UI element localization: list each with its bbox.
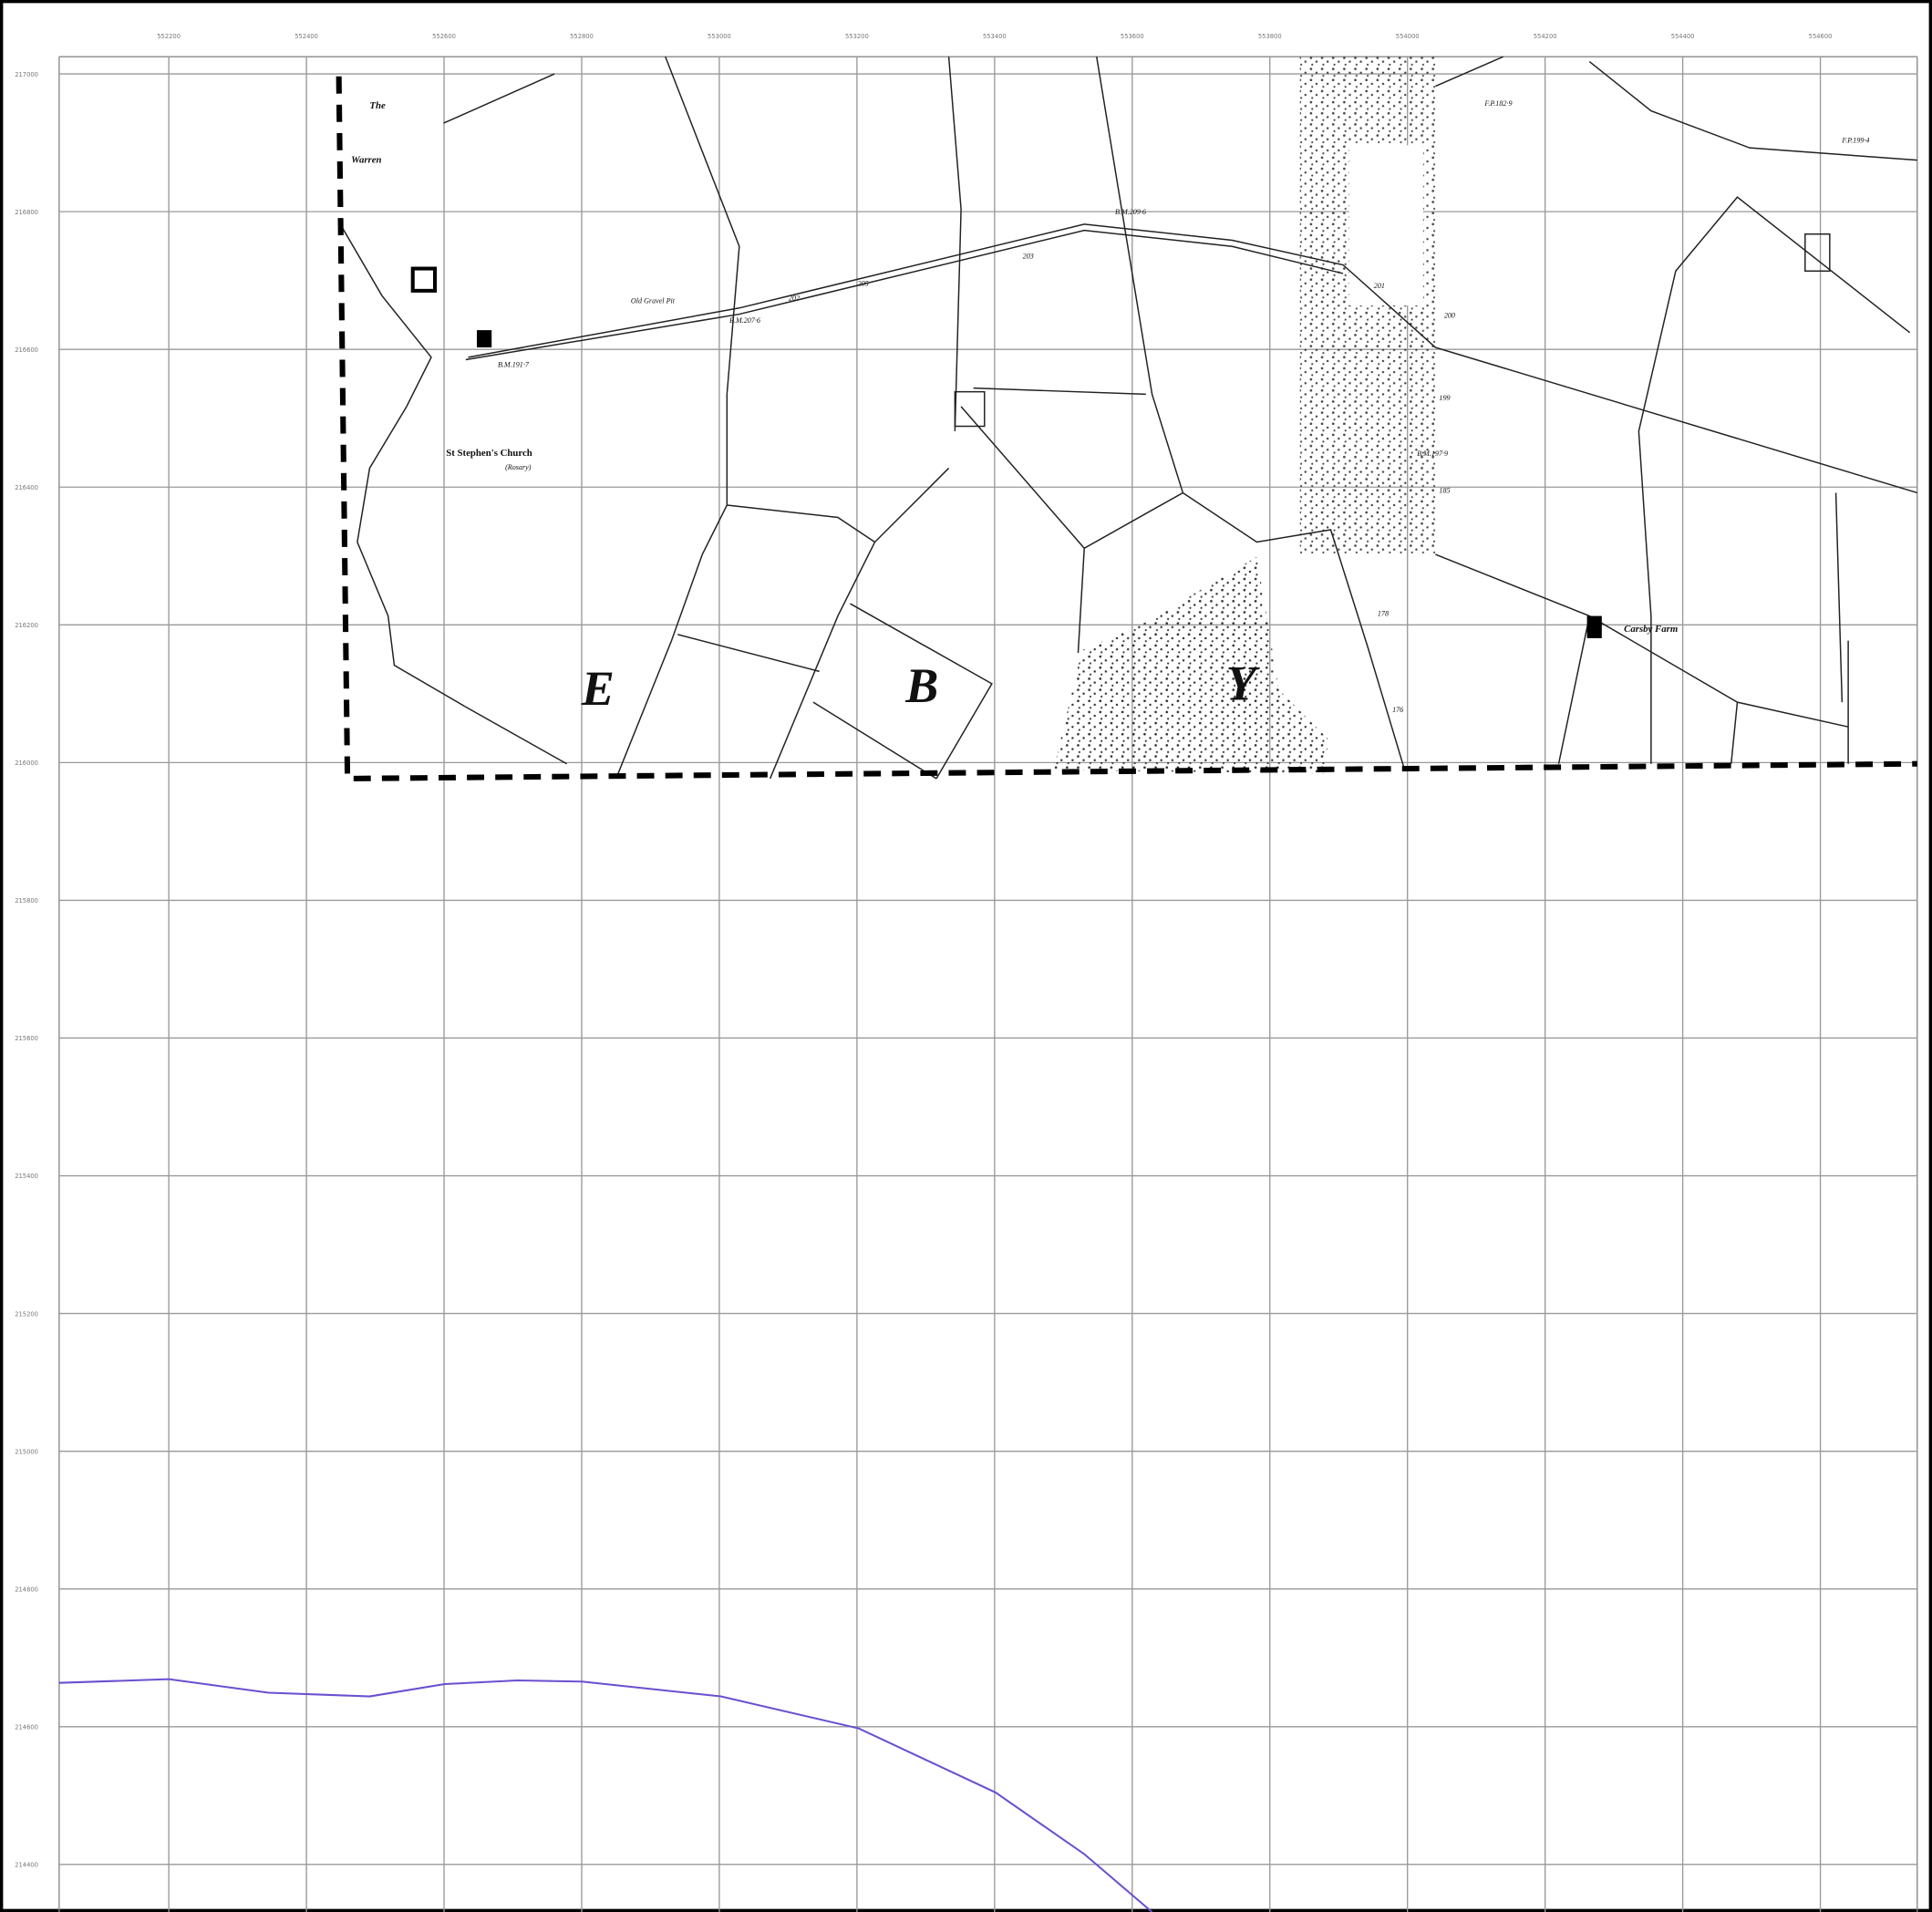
grid-x-label: 553200 bbox=[845, 33, 869, 40]
grid-y-label: 216400 bbox=[15, 484, 38, 491]
place-label: The bbox=[369, 100, 386, 111]
benchmark: B.M.209·6 bbox=[1115, 208, 1146, 216]
grid-y-label: 214600 bbox=[15, 1723, 38, 1731]
place-label: (Rosary) bbox=[505, 463, 532, 471]
grid-x-label: 552200 bbox=[157, 33, 181, 40]
benchmark: B.M.191·7 bbox=[498, 361, 530, 369]
spot-height: 176 bbox=[1392, 706, 1403, 714]
grid-x-label: 552400 bbox=[294, 33, 318, 40]
grid-y-label: 216000 bbox=[15, 760, 38, 767]
grid-x-label: 554600 bbox=[1809, 33, 1833, 40]
benchmark: B.M.197·9 bbox=[1417, 450, 1448, 458]
grid-x-label: 552800 bbox=[570, 33, 594, 40]
grid-x-label: 554200 bbox=[1534, 33, 1557, 40]
grid-x-label: 552600 bbox=[432, 33, 456, 40]
grid-y-label: 215000 bbox=[15, 1448, 38, 1455]
spot-height: 178 bbox=[1378, 610, 1389, 618]
spot-height: 199 bbox=[1439, 394, 1450, 402]
place-label: Old Gravel Pit bbox=[631, 296, 676, 305]
grid-x-label: 554400 bbox=[1671, 33, 1695, 40]
page: 552200 552400 552600 552800 553000 553200 5534… bbox=[0, 0, 1932, 1912]
building bbox=[477, 330, 491, 347]
map: 552200 552400 552600 552800 553000 553200 5534… bbox=[0, 0, 1932, 1912]
place-label: St Stephen's Church bbox=[446, 448, 532, 459]
spot-height: 203 bbox=[1023, 253, 1034, 261]
area-letter: E bbox=[581, 661, 615, 716]
area-letter: B bbox=[904, 658, 938, 713]
place-label: Warren bbox=[351, 154, 381, 165]
grid-y-label: 215200 bbox=[15, 1310, 38, 1318]
grid-y-label: 216200 bbox=[15, 622, 38, 629]
benchmark: B.M.207·6 bbox=[729, 316, 760, 325]
grid-y-label: 215800 bbox=[15, 897, 38, 904]
grid-x-label: 553400 bbox=[983, 33, 1007, 40]
clearing bbox=[1349, 145, 1423, 305]
spot-height: 205 bbox=[858, 279, 869, 287]
grid-y-label: 217000 bbox=[15, 71, 38, 78]
grid-x-label: 553600 bbox=[1121, 33, 1144, 40]
spot-height: 185 bbox=[1439, 486, 1450, 494]
footpath: F.P.182·9 bbox=[1483, 99, 1512, 108]
grid-y-label: 215400 bbox=[15, 1173, 38, 1180]
grid-x-label: 553800 bbox=[1258, 33, 1282, 40]
grid-x-label: 553000 bbox=[708, 33, 731, 40]
grid-y-label: 216800 bbox=[15, 209, 38, 216]
spot-height: 201 bbox=[1374, 282, 1385, 290]
spot-height: 202 bbox=[789, 295, 800, 303]
frame bbox=[1, 1, 1930, 1910]
grid-y-label: 214800 bbox=[15, 1586, 38, 1593]
spot-height: 200 bbox=[1444, 312, 1455, 320]
grid-y-label: 215600 bbox=[15, 1035, 38, 1042]
area-letter: Y bbox=[1226, 656, 1261, 710]
grid-y-label: 216600 bbox=[15, 346, 38, 354]
grid-x-label: 554000 bbox=[1396, 33, 1420, 40]
grid-y-label: 214400 bbox=[15, 1862, 38, 1869]
building bbox=[1587, 616, 1602, 638]
place-label: Carsby Farm bbox=[1624, 624, 1678, 635]
footpath: F.P.199·4 bbox=[1841, 137, 1869, 145]
